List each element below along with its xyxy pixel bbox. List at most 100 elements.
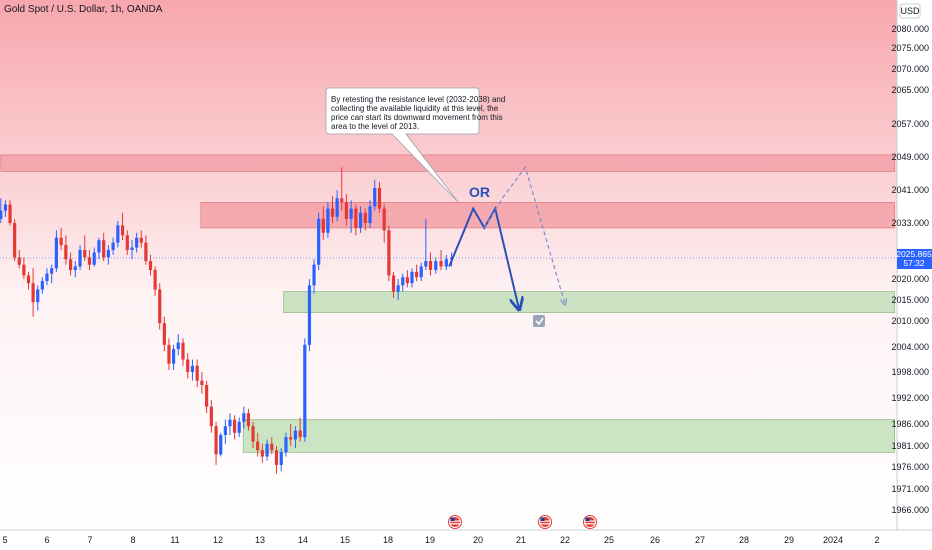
- candle-body: [330, 208, 335, 217]
- candle-body: [439, 261, 443, 267]
- candle-body: [246, 413, 251, 427]
- candle-body: [135, 237, 139, 248]
- candle-body: [382, 208, 386, 231]
- candle-body: [424, 261, 428, 267]
- currency-button[interactable]: USD: [899, 3, 921, 19]
- candle-body: [237, 421, 241, 433]
- candle-body: [260, 450, 264, 457]
- resistance-zone[interactable]: [0, 154, 895, 172]
- time-tick-label: 29: [784, 535, 794, 545]
- candle-body: [181, 342, 185, 360]
- candle-body: [214, 426, 218, 455]
- time-tick-label: 14: [298, 535, 308, 545]
- annotation-callout[interactable]: By retesting the resistance level (2032-…: [325, 87, 505, 203]
- candle-body: [111, 242, 115, 250]
- time-tick-label: 25: [604, 535, 614, 545]
- candle-body: [289, 437, 293, 440]
- callout-line-2: collecting the available liquidity at th…: [331, 104, 499, 113]
- candle-body: [190, 365, 195, 372]
- time-tick-label: 11: [170, 535, 179, 545]
- candle-body: [26, 275, 31, 284]
- candle-body: [78, 249, 82, 267]
- candle-body: [358, 212, 363, 228]
- price-axis[interactable]: 2080.000 2075.000 2070.000 2065.000 2057.000…: [891, 24, 929, 515]
- time-tick-label: 15: [340, 535, 350, 545]
- time-tick-label: 12: [213, 535, 223, 545]
- candle-body: [391, 275, 396, 292]
- candle-body: [50, 268, 54, 274]
- candle-body: [428, 261, 433, 271]
- resistance-zone[interactable]: [200, 202, 895, 229]
- candle-body: [200, 380, 204, 385]
- candle-body: [265, 443, 269, 457]
- us-flag-icon[interactable]: [538, 515, 552, 529]
- time-tick-label: 26: [650, 535, 660, 545]
- price-tick-label: 2010.000: [891, 316, 929, 326]
- time-axis[interactable]: 5 6 7 8 11 12 13 14 15 18 19 20 21 22 25 26 27 28 29 2024 2: [2, 535, 879, 545]
- candle-body: [209, 406, 213, 427]
- candle-body: [162, 323, 166, 345]
- candle-body: [298, 430, 302, 438]
- candle-body: [228, 419, 232, 427]
- price-tick-label: 2041.000: [891, 185, 929, 195]
- candle-body: [73, 266, 77, 271]
- or-label: OR: [469, 184, 490, 200]
- candle-body: [125, 235, 129, 250]
- price-tick-label: 2080.000: [891, 24, 929, 34]
- candle-body: [377, 187, 382, 209]
- candle-body: [312, 264, 316, 286]
- candle-body: [303, 344, 307, 438]
- candle-body: [344, 202, 348, 219]
- candle-body: [106, 249, 110, 258]
- candle-body: [317, 218, 321, 265]
- support-zone[interactable]: [242, 419, 895, 453]
- candle-body: [120, 225, 125, 236]
- us-flag-icon[interactable]: [448, 515, 462, 529]
- candle-body: [326, 208, 330, 233]
- candle-body: [36, 289, 40, 303]
- callout-line-1: By retesting the resistance level (2032-…: [331, 95, 505, 104]
- time-tick-label: 20: [473, 535, 483, 545]
- candle-body: [373, 187, 377, 207]
- candle-body: [102, 240, 106, 258]
- last-price-marker: 2025.865 57:32: [896, 249, 932, 269]
- price-tick-label: 2065.000: [891, 85, 929, 95]
- candle-body: [256, 441, 260, 451]
- candle-body: [64, 245, 68, 260]
- candle-body: [186, 359, 190, 372]
- candle-body: [270, 443, 274, 451]
- us-flag-icon[interactable]: [583, 515, 597, 529]
- candle-body: [205, 385, 209, 407]
- candle-body: [307, 285, 312, 345]
- checkmark-icon: [533, 315, 545, 327]
- price-tick-label: 1966.000: [891, 505, 929, 515]
- candle-body: [401, 277, 405, 286]
- time-tick-label: 13: [255, 535, 265, 545]
- candle-body: [31, 283, 35, 303]
- price-tick-label: 2057.000: [891, 119, 929, 129]
- candle-body: [171, 349, 176, 364]
- candle-body: [335, 198, 339, 217]
- time-axis-background: [0, 530, 932, 550]
- time-tick-label: 8: [130, 535, 135, 545]
- candle-body: [167, 344, 171, 364]
- candle-body: [0, 210, 3, 219]
- candle-body: [83, 249, 87, 258]
- candle-body: [396, 285, 400, 292]
- price-tick-label: 2070.000: [891, 64, 929, 74]
- price-tick-label: 1981.000: [891, 441, 929, 451]
- candle-body: [153, 270, 157, 290]
- support-zone[interactable]: [283, 291, 895, 313]
- candle-body: [87, 257, 92, 265]
- candle-body: [284, 437, 288, 453]
- candle-body: [3, 204, 8, 211]
- last-price-value: 2025.865: [896, 249, 932, 259]
- candle-body: [242, 413, 246, 422]
- candle-body: [176, 342, 180, 350]
- price-tick-label: 2075.000: [891, 43, 929, 53]
- candle-body: [410, 271, 414, 284]
- candle-body: [321, 218, 325, 233]
- candle-body: [223, 426, 227, 435]
- price-tick-label: 1998.000: [891, 367, 929, 377]
